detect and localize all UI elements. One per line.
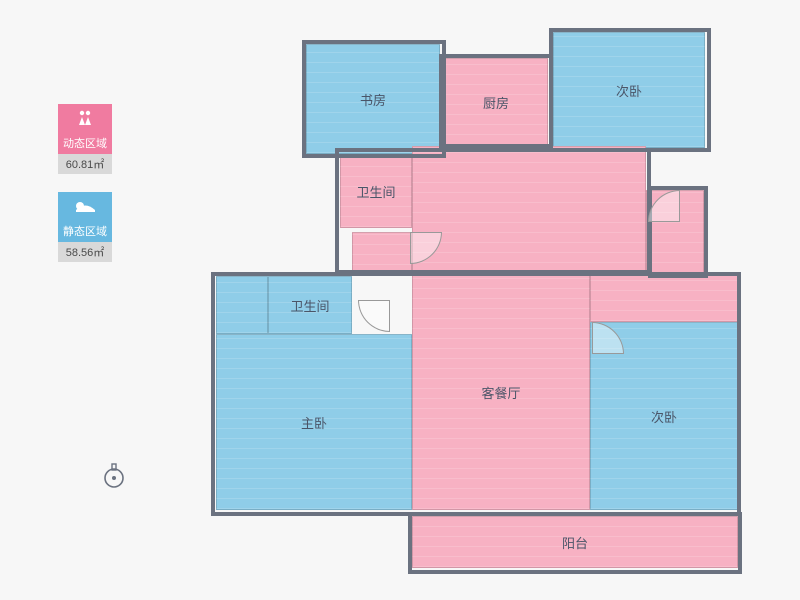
room-corridor xyxy=(412,146,646,274)
sleep-icon xyxy=(58,192,112,220)
legend-static-label: 静态区域 xyxy=(58,220,112,242)
room-label: 厨房 xyxy=(483,93,509,112)
room-master-ext xyxy=(216,276,268,334)
compass-icon xyxy=(100,462,128,495)
room-label: 次卧 xyxy=(616,81,642,100)
legend-dynamic-value: 60.81㎡ xyxy=(58,154,112,174)
legend-static: 静态区域 58.56㎡ xyxy=(58,192,112,262)
room-label: 阳台 xyxy=(562,533,588,552)
room-label: 次卧 xyxy=(651,407,677,426)
room-label: 主卧 xyxy=(301,413,327,432)
room-study: 书房 xyxy=(306,44,440,154)
door-arc xyxy=(358,300,390,332)
room-lobby xyxy=(352,232,412,276)
legend: 动态区域 60.81㎡ 静态区域 58.56㎡ xyxy=(58,104,126,280)
room-label: 客餐厅 xyxy=(481,383,520,402)
room-label: 书房 xyxy=(360,90,386,109)
legend-static-value: 58.56㎡ xyxy=(58,242,112,262)
people-icon xyxy=(58,104,112,132)
room-label: 卫生间 xyxy=(356,182,395,201)
room-bath2: 卫生间 xyxy=(268,276,352,334)
legend-dynamic-label: 动态区域 xyxy=(58,132,112,154)
room-bath1: 卫生间 xyxy=(340,154,412,228)
floorplan-stage: 动态区域 60.81㎡ 静态区域 58.56㎡ 书房厨房次卧卫生间卫生间客餐厅次… xyxy=(0,0,800,600)
room-balcony: 阳台 xyxy=(412,516,738,568)
room-label: 卫生间 xyxy=(290,296,329,315)
room-living: 客餐厅 xyxy=(412,274,590,510)
room-bedroom2-a: 次卧 xyxy=(553,32,705,148)
legend-dynamic: 动态区域 60.81㎡ xyxy=(58,104,112,174)
room-entry xyxy=(646,190,704,274)
room-kitchen: 厨房 xyxy=(444,58,548,146)
room-hall-right xyxy=(590,274,738,322)
room-bedroom2-b: 次卧 xyxy=(590,322,738,510)
room-master: 主卧 xyxy=(216,334,412,510)
